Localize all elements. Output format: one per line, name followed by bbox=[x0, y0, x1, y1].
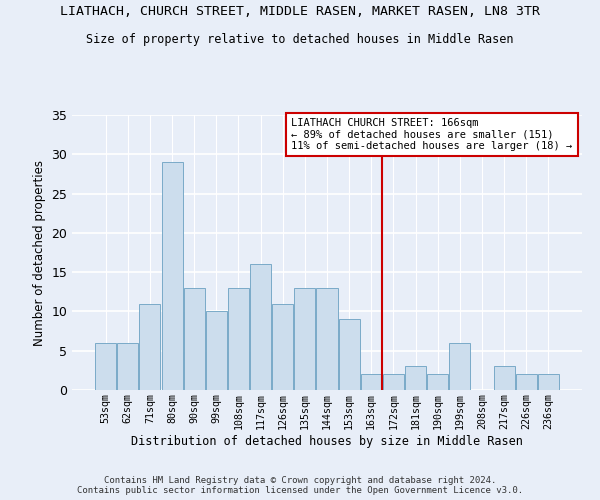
Bar bbox=[250, 264, 271, 390]
Bar bbox=[161, 162, 182, 390]
Bar bbox=[206, 312, 227, 390]
Bar bbox=[228, 288, 249, 390]
Bar bbox=[338, 320, 359, 390]
Bar bbox=[449, 343, 470, 390]
Bar bbox=[316, 288, 338, 390]
Text: LIATHACH CHURCH STREET: 166sqm
← 89% of detached houses are smaller (151)
11% of: LIATHACH CHURCH STREET: 166sqm ← 89% of … bbox=[291, 118, 572, 151]
Bar bbox=[405, 366, 426, 390]
Text: LIATHACH, CHURCH STREET, MIDDLE RASEN, MARKET RASEN, LN8 3TR: LIATHACH, CHURCH STREET, MIDDLE RASEN, M… bbox=[60, 5, 540, 18]
Bar bbox=[184, 288, 205, 390]
Bar bbox=[95, 343, 116, 390]
Bar bbox=[272, 304, 293, 390]
Bar bbox=[295, 288, 316, 390]
Bar bbox=[139, 304, 160, 390]
Bar bbox=[361, 374, 382, 390]
Bar bbox=[427, 374, 448, 390]
Bar bbox=[515, 374, 536, 390]
Bar bbox=[383, 374, 404, 390]
Text: Distribution of detached houses by size in Middle Rasen: Distribution of detached houses by size … bbox=[131, 435, 523, 448]
Bar bbox=[494, 366, 515, 390]
Bar bbox=[118, 343, 139, 390]
Text: Size of property relative to detached houses in Middle Rasen: Size of property relative to detached ho… bbox=[86, 32, 514, 46]
Y-axis label: Number of detached properties: Number of detached properties bbox=[33, 160, 46, 346]
Text: Contains HM Land Registry data © Crown copyright and database right 2024.
Contai: Contains HM Land Registry data © Crown c… bbox=[77, 476, 523, 495]
Bar bbox=[538, 374, 559, 390]
